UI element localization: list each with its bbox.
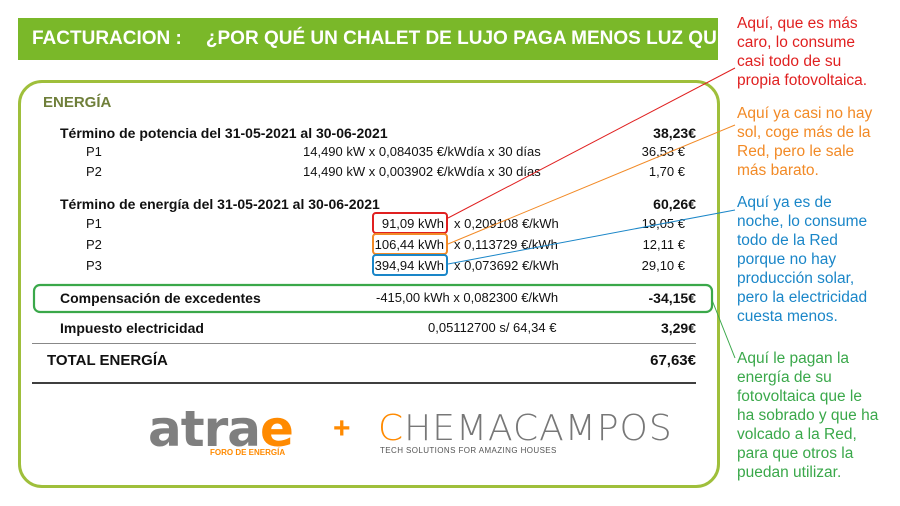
- energia-p2-kwh: 106,44 kWh: [374, 237, 444, 252]
- energia-p1-kwh: 91,09 kWh: [381, 216, 444, 231]
- potencia-p2-detail: 14,490 kW x 0,003902 €/kWdía x 30 días: [303, 164, 541, 179]
- potencia-p2-label: P2: [86, 164, 102, 179]
- banner-question: ¿POR QUÉ UN CHALET DE LUJO PAGA MENOS LU…: [205, 28, 772, 49]
- potencia-total: 38,23€: [653, 125, 696, 141]
- total-divider-top: [32, 343, 696, 344]
- banner-label: FACTURACION :: [32, 28, 182, 49]
- compensacion-detail: -415,00 kWh x 0,082300 €/kWh: [376, 290, 559, 305]
- energia-total: 60,26€: [653, 196, 696, 212]
- banner-title: FACTURACION : ¿POR QUÉ UN CHALET DE LUJO …: [32, 28, 772, 50]
- atrae-logo: atrae: [148, 400, 294, 458]
- potencia-p1-label: P1: [86, 144, 102, 159]
- impuesto-detail: 0,05112700 s/ 64,34 €: [428, 320, 557, 335]
- impuesto-label: Impuesto electricidad: [60, 320, 204, 336]
- potencia-p1-detail: 14,490 kW x 0,084035 €/kWdía x 30 días: [303, 144, 541, 159]
- compensacion-amount: -34,15€: [648, 290, 696, 306]
- chema-word-main: HEMACAMPOS: [404, 408, 673, 449]
- energia-p3-price: x 0,073692 €/kWh: [454, 258, 559, 273]
- compensacion-label: Compensación de excedentes: [60, 290, 261, 306]
- energia-title: Término de energía del 31-05-2021 al 30-…: [60, 196, 380, 212]
- energia-p1-price: x 0,209108 €/kWh: [454, 216, 559, 231]
- atrae-word-main: atra: [148, 400, 261, 458]
- chema-word-accent: C: [378, 408, 405, 449]
- potencia-p2-amount: 1,70 €: [648, 164, 685, 179]
- energia-p3-amount: 29,10 €: [641, 258, 685, 273]
- annotation-orange: Aquí ya casi no hay sol, coge más de la …: [737, 105, 873, 179]
- energia-p2-label: P2: [86, 237, 102, 252]
- energia-p3-kwh: 394,94 kWh: [374, 258, 444, 273]
- kwh-box-p3: [372, 254, 448, 276]
- energia-p2-amount: 12,11 €: [642, 237, 685, 252]
- potencia-p1-amount: 36,53 €: [641, 144, 685, 159]
- invoice-card: [18, 80, 720, 488]
- potencia-title: Término de potencia del 31-05-2021 al 30…: [60, 125, 388, 141]
- annotation-green: Aquí le pagan la energía de su fotovolta…: [737, 350, 879, 481]
- energia-p3-label: P3: [86, 258, 102, 273]
- plus-sign: +: [333, 412, 351, 445]
- annotation-blue: Aquí ya es de noche, lo consume todo de …: [737, 194, 868, 325]
- impuesto-amount: 3,29€: [660, 320, 696, 336]
- total-label: TOTAL ENERGÍA: [47, 352, 168, 369]
- energia-p2-price: x 0,113729 €/kWh: [454, 237, 558, 252]
- total-amount: 67,63€: [650, 352, 696, 369]
- energia-p1-label: P1: [86, 216, 102, 231]
- chemacampos-subtitle: TECH SOLUTIONS FOR AMAZING HOUSES: [380, 446, 557, 455]
- total-divider-bottom: [32, 382, 696, 384]
- atrae-subtitle: FORO DE ENERGÍA: [210, 448, 286, 457]
- section-title: ENERGÍA: [43, 94, 112, 111]
- atrae-word-accent: e: [260, 400, 294, 458]
- annotation-red: Aquí, que es más caro, lo consume casi t…: [737, 15, 868, 89]
- title-banner: FACTURACION : ¿POR QUÉ UN CHALET DE LUJO …: [18, 18, 772, 60]
- chemacampos-logo: CHEMACAMPOS: [378, 408, 673, 449]
- energia-p1-amount: 19,05 €: [641, 216, 685, 231]
